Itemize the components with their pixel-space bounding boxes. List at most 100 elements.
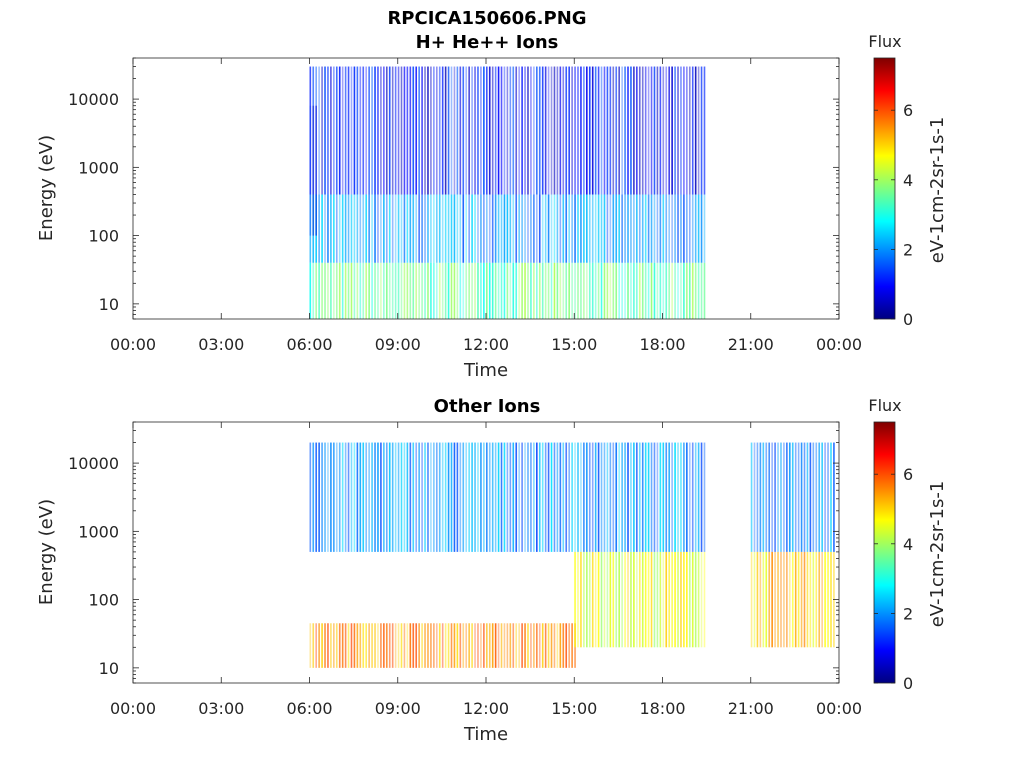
spectrogram-column <box>591 194 594 263</box>
spectrogram-column <box>391 66 394 195</box>
spectrogram-marks <box>309 66 706 319</box>
spectrogram-column <box>465 623 468 668</box>
spectrogram-column <box>365 66 368 195</box>
spectrogram-column <box>380 194 382 263</box>
spectrogram-column <box>465 442 468 552</box>
spectrogram-column <box>530 442 532 552</box>
spectrogram-column <box>412 66 415 195</box>
spectrogram-column <box>650 551 653 648</box>
spectrogram-column <box>462 262 465 319</box>
spectrogram-column <box>359 262 362 319</box>
spectrogram-column <box>644 262 647 319</box>
spectrogram-column <box>421 262 423 319</box>
spectrogram-column <box>480 262 482 319</box>
spectrogram-column <box>486 194 488 263</box>
spectrogram-column <box>333 623 335 668</box>
spectrogram-column <box>388 623 391 668</box>
spectrogram-column <box>456 194 459 263</box>
spectrogram-column <box>509 262 512 319</box>
spectrogram-column <box>659 442 662 552</box>
spectrogram-column <box>536 262 538 319</box>
spectrogram-column <box>694 442 697 552</box>
spectrogram-column <box>447 623 450 668</box>
spectrogram-column <box>318 262 320 319</box>
spectrogram-column <box>406 442 409 552</box>
colorbar-tick-label: 4 <box>903 171 913 190</box>
spectrogram-column <box>756 442 759 552</box>
spectrogram-column <box>556 442 559 552</box>
spectrogram-column <box>697 194 700 263</box>
spectrogram-column <box>424 262 426 319</box>
figure-title: RPCICA150606.PNG <box>387 8 586 29</box>
spectrogram-column <box>536 66 538 195</box>
spectrogram-column <box>538 442 541 552</box>
spectrogram-column <box>571 66 573 195</box>
spectrogram-column <box>615 66 618 195</box>
spectrogram-column <box>427 623 429 668</box>
spectrogram-column <box>309 442 312 552</box>
spectrogram-column <box>318 442 320 552</box>
spectrogram-column <box>465 66 468 195</box>
spectrogram-column <box>568 194 570 263</box>
spectrogram-column <box>503 66 506 195</box>
spectrogram-column <box>350 262 353 319</box>
x-tick-label: 00:00 <box>816 335 862 354</box>
spectrogram-column <box>650 194 653 263</box>
spectrogram-column <box>353 623 356 668</box>
spectrogram-column <box>665 194 668 263</box>
spectrogram-column <box>618 66 620 195</box>
spectrogram-column <box>800 442 803 552</box>
spectrogram-column <box>647 262 650 319</box>
spectrogram-column <box>691 194 694 263</box>
spectrogram-column <box>530 623 532 668</box>
spectrogram-column <box>474 66 476 195</box>
x-axis-label: Time <box>463 724 508 745</box>
spectrogram-column <box>771 551 773 648</box>
spectrogram-column <box>356 194 359 263</box>
spectrogram-column <box>606 442 609 552</box>
spectrogram-column <box>559 262 562 319</box>
spectrogram-column <box>418 194 420 263</box>
spectrogram-column <box>344 194 347 263</box>
spectrogram-column <box>330 442 332 552</box>
spectrogram-column <box>474 262 476 319</box>
spectrogram-column <box>453 66 456 195</box>
spectrogram-column <box>574 442 576 552</box>
spectrogram-column <box>333 262 335 319</box>
spectrogram-column <box>594 442 597 552</box>
spectrogram-column <box>700 442 703 552</box>
spectrogram-column <box>324 623 326 668</box>
spectrogram-column <box>550 66 553 195</box>
spectrogram-column <box>518 262 520 319</box>
spectrogram-column <box>786 442 788 552</box>
spectrogram-column <box>312 623 315 668</box>
spectrogram-column <box>556 623 559 668</box>
spectrogram-column <box>356 442 359 552</box>
colorbar-tick-label: 6 <box>903 101 913 120</box>
y-tick-label: 100 <box>88 227 119 246</box>
spectrogram-column <box>830 442 832 552</box>
spectrogram-column <box>812 442 815 552</box>
spectrogram-column <box>627 194 629 263</box>
y-tick-label: 100 <box>88 591 119 610</box>
spectrogram-column <box>330 194 332 263</box>
spectrogram-column <box>818 551 821 648</box>
spectrogram-column <box>680 66 682 195</box>
spectrogram-column <box>553 66 556 195</box>
spectrogram-column <box>427 66 429 195</box>
spectrogram-column <box>641 262 644 319</box>
spectrogram-column <box>668 442 670 552</box>
spectrogram-column <box>588 66 591 195</box>
spectrogram-column <box>500 66 503 195</box>
spectrogram-column <box>603 551 606 648</box>
spectrogram-column <box>435 442 438 552</box>
spectrogram-column <box>674 194 676 263</box>
spectrogram-column <box>371 66 373 195</box>
spectrogram-column <box>459 623 462 668</box>
spectrogram-column <box>824 551 826 648</box>
spectrogram-column <box>603 442 606 552</box>
spectrogram-column <box>488 623 491 668</box>
x-tick-label: 15:00 <box>551 335 597 354</box>
spectrogram-column <box>588 262 591 319</box>
spectrogram-column <box>636 66 638 195</box>
